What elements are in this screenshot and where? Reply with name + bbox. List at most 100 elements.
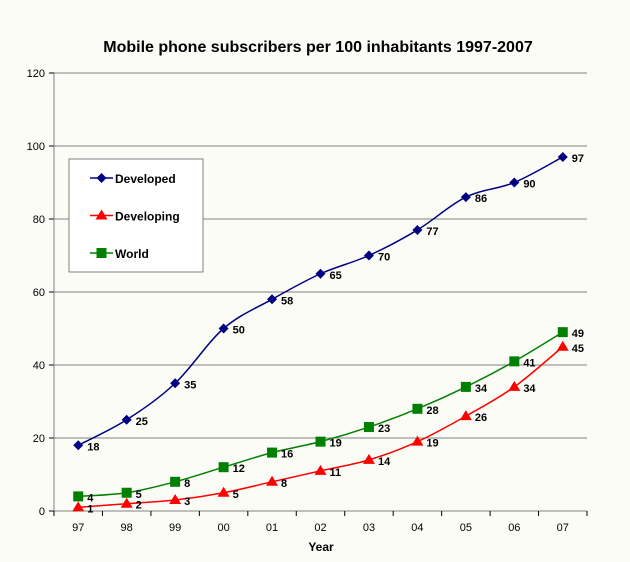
x-tick-label: 06 <box>508 522 520 534</box>
data-point-square <box>363 422 374 433</box>
data-label: 8 <box>184 478 190 490</box>
data-label: 3 <box>184 496 190 508</box>
data-point-diamond <box>96 173 107 183</box>
data-point-triangle <box>217 486 230 497</box>
axes: 0 20 40 60 80 100 120 97 98 99 00 01 02 03 04 05 06 07 <box>27 68 588 534</box>
series-line <box>78 346 564 509</box>
data-point-diamond <box>121 414 132 425</box>
data-label: 14 <box>378 456 391 468</box>
data-point-diamond <box>557 151 568 162</box>
legend: Developed Developing World <box>68 158 204 273</box>
x-tick-label: 02 <box>314 522 326 534</box>
data-point-triangle <box>362 453 375 464</box>
data-label: 4 <box>87 492 94 504</box>
data-label: 25 <box>136 416 148 428</box>
data-point-triangle <box>72 501 85 512</box>
x-tick-label: 00 <box>217 522 229 534</box>
x-tick-label: 97 <box>72 522 84 534</box>
data-label: 35 <box>184 379 196 391</box>
data-label: 12 <box>233 463 245 475</box>
data-label: 41 <box>523 357 535 369</box>
data-label: 5 <box>233 489 239 501</box>
data-label: 77 <box>426 226 438 238</box>
legend-item-world: World <box>90 247 149 261</box>
data-label: 28 <box>426 405 438 417</box>
y-tick-label: 40 <box>33 360 45 372</box>
data-point-square <box>218 462 229 473</box>
data-label: 18 <box>87 441 99 453</box>
data-point-square <box>315 436 326 447</box>
data-point-diamond <box>73 440 84 451</box>
data-label: 8 <box>281 478 287 490</box>
data-label: 50 <box>233 325 245 337</box>
data-label: 19 <box>330 438 342 450</box>
y-tick-label: 20 <box>33 433 45 445</box>
data-point-diamond <box>363 250 374 261</box>
data-label: 49 <box>572 328 584 340</box>
data-label: 23 <box>378 423 390 435</box>
data-label: 34 <box>523 383 536 395</box>
legend-item-developed: Developed <box>90 172 176 186</box>
data-label: 5 <box>136 489 142 501</box>
data-point-triangle <box>411 435 424 446</box>
data-point-square <box>170 476 181 487</box>
data-label: 34 <box>475 383 488 395</box>
data-point-diamond <box>509 177 520 188</box>
data-point-diamond <box>412 224 423 235</box>
data-point-triangle <box>556 340 569 351</box>
y-tick-label: 0 <box>39 506 45 518</box>
data-point-diamond <box>267 294 278 305</box>
x-tick-label: 98 <box>121 522 133 534</box>
data-point-square <box>557 327 568 338</box>
data-point-square <box>412 403 423 414</box>
data-point-diamond <box>218 323 229 334</box>
data-point-square <box>509 356 520 367</box>
data-label: 90 <box>523 179 535 191</box>
data-label: 2 <box>136 500 142 512</box>
y-tick-label: 60 <box>33 287 45 299</box>
data-point-triangle <box>95 209 108 220</box>
data-point-square <box>121 487 132 498</box>
data-point-triangle <box>508 380 521 391</box>
legend-item-developing: Developing <box>90 209 180 224</box>
data-label: 97 <box>572 153 584 165</box>
x-axis-label: Year <box>308 540 334 554</box>
legend-label: Developing <box>115 210 180 224</box>
y-tick-label: 120 <box>27 68 45 80</box>
x-tick-label: 99 <box>169 522 181 534</box>
series-developed: 18 25 35 50 58 65 70 77 86 90 97 <box>73 151 584 453</box>
data-point-square <box>267 447 278 458</box>
data-point-triangle <box>459 410 472 421</box>
data-label: 11 <box>330 467 342 479</box>
data-point-square <box>460 381 471 392</box>
x-tick-label: 07 <box>557 522 569 534</box>
data-label: 1 <box>87 503 93 515</box>
data-label: 26 <box>475 412 487 424</box>
data-point-diamond <box>170 378 181 389</box>
data-label: 19 <box>426 438 438 450</box>
data-point-diamond <box>315 268 326 279</box>
data-label: 65 <box>330 270 342 282</box>
x-tick-label: 01 <box>266 522 278 534</box>
data-label: 58 <box>281 295 293 307</box>
x-tick-label: 05 <box>460 522 472 534</box>
data-point-triangle <box>314 464 327 475</box>
data-label: 70 <box>378 252 390 264</box>
data-point-triangle <box>120 497 133 508</box>
data-point-triangle <box>266 475 279 486</box>
data-label: 16 <box>281 449 293 461</box>
legend-label: World <box>115 247 149 261</box>
data-point-square <box>73 491 84 502</box>
data-point-diamond <box>460 192 471 203</box>
legend-label: Developed <box>115 172 176 186</box>
x-tick-label: 03 <box>363 522 375 534</box>
data-label: 86 <box>475 193 487 205</box>
chart-title: Mobile phone subscribers per 100 inhabit… <box>103 39 533 56</box>
y-tick-label: 100 <box>27 141 45 153</box>
data-label: 45 <box>572 343 584 355</box>
data-point-triangle <box>169 494 182 505</box>
